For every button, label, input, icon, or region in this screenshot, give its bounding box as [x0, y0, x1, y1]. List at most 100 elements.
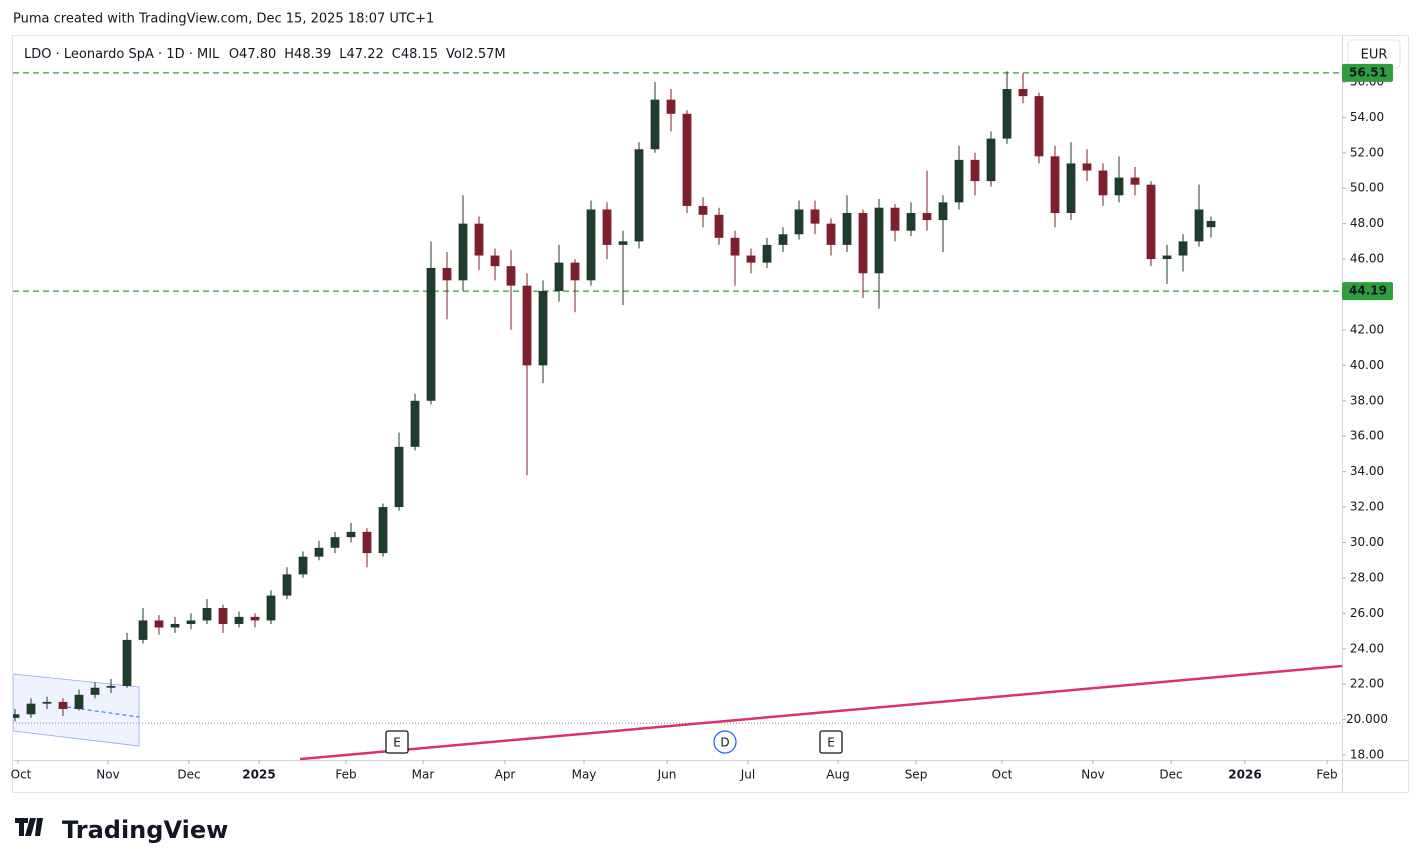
ohlc-value: 48.15 — [401, 47, 438, 62]
candle-body — [490, 255, 500, 267]
candle-body — [906, 213, 916, 231]
candle-body — [858, 213, 868, 274]
symbol: LDO · Leonardo SpA · 1D · MIL — [24, 47, 220, 62]
candle-body — [90, 687, 100, 695]
candle-body — [762, 244, 772, 263]
candle-body — [826, 223, 836, 245]
x-tick-label: Sep — [905, 768, 928, 782]
event-marker — [819, 730, 843, 754]
x-tick-label: 2025 — [242, 768, 275, 782]
y-tick-label: 50.00 — [1350, 181, 1384, 195]
candle-body — [13, 714, 20, 718]
candle-body — [186, 620, 196, 624]
candle-body — [282, 574, 292, 596]
candle-body — [1114, 177, 1124, 196]
candle-body — [42, 701, 52, 704]
candle-body — [698, 205, 708, 215]
candle-body — [1162, 255, 1172, 260]
candle-body — [1002, 89, 1012, 139]
frame — [12, 35, 1409, 793]
candle-body — [602, 209, 612, 245]
ohlc-value: 48.39 — [294, 47, 331, 62]
candle-body — [650, 99, 660, 150]
candle-body — [634, 149, 644, 242]
x-tick-label: Oct — [992, 768, 1013, 782]
y-tick-label: 28.00 — [1350, 570, 1384, 584]
candle-body — [314, 547, 324, 557]
candle-body — [506, 266, 516, 286]
candle-body — [426, 267, 436, 401]
x-tick-label: Dec — [177, 768, 200, 782]
candle-body — [458, 223, 468, 281]
y-tick-label: 32.00 — [1350, 500, 1384, 514]
candle-body — [922, 213, 932, 221]
candle-body — [538, 290, 548, 366]
brand: TradingView — [62, 816, 228, 844]
candle-body — [298, 556, 308, 575]
candle-body — [938, 202, 948, 221]
y-tick-label: 26.00 — [1350, 606, 1384, 620]
candle-body — [154, 620, 164, 628]
x-tick-label: Aug — [826, 768, 849, 782]
ohlc-value: 47.22 — [347, 47, 384, 62]
channel-drawing — [13, 673, 140, 747]
y-tick-label: 30.00 — [1350, 535, 1384, 549]
candle-body — [202, 608, 212, 621]
candle-body — [714, 214, 724, 238]
candle-body — [410, 400, 420, 447]
candle-body — [234, 616, 244, 624]
price-label: 44.19 — [1349, 284, 1387, 298]
y-tick-label: 36.00 — [1350, 429, 1384, 443]
price-label-box — [1342, 63, 1393, 82]
ohlc-key: O — [229, 47, 239, 62]
candle-body — [218, 608, 228, 624]
y-tick-label: 54.00 — [1350, 110, 1384, 124]
candle-body — [874, 207, 884, 274]
candle-body — [618, 241, 628, 245]
candle-body — [1146, 184, 1156, 260]
y-tick-label: 24.00 — [1350, 641, 1384, 655]
candle-body — [970, 159, 980, 182]
plot-area — [13, 71, 1342, 760]
candle-body — [1034, 96, 1044, 157]
x-tick-label: May — [572, 768, 597, 782]
candle-body — [890, 207, 900, 231]
symbol-legend: LDO · Leonardo SpA · 1D · MIL O47.80 H48.3… — [24, 47, 506, 62]
candle-body — [1018, 89, 1028, 97]
x-tick-label: Dec — [1159, 768, 1182, 782]
candle-body — [106, 685, 116, 688]
ohlc-key: C — [392, 47, 401, 62]
candle-body — [842, 213, 852, 245]
candle-body — [730, 237, 740, 256]
y-tick-label: 20.000 — [1346, 712, 1388, 726]
y-tick-label: 40.00 — [1350, 358, 1384, 372]
x-tick-label: Feb — [335, 768, 356, 782]
y-tick-label: 42.00 — [1350, 322, 1384, 336]
event-label: D — [720, 736, 729, 750]
y-tick-label: 52.00 — [1350, 145, 1384, 159]
x-tick-label: Oct — [11, 768, 32, 782]
candle-body — [1178, 241, 1188, 256]
candle-body — [1050, 156, 1060, 214]
candle-body — [682, 113, 692, 206]
candle-body — [1082, 163, 1092, 171]
candle-body — [266, 595, 276, 621]
candle-body — [810, 209, 820, 224]
candle-body — [522, 285, 532, 366]
candle-body — [346, 531, 356, 538]
x-tick-label: Nov — [96, 768, 119, 782]
candle-body — [1206, 220, 1216, 228]
candle-body — [1066, 163, 1076, 214]
candle-body — [122, 639, 132, 686]
y-tick-label: 34.00 — [1350, 464, 1384, 478]
x-tick-label: Apr — [495, 768, 516, 782]
candle-body — [954, 159, 964, 203]
channel-median — [59, 705, 140, 718]
event-label: E — [393, 736, 401, 750]
currency[interactable]: EUR — [1361, 48, 1388, 63]
candle-body — [26, 703, 36, 715]
x-tick-label: Jun — [657, 768, 677, 782]
candle-body — [250, 616, 260, 621]
candle-body — [1194, 209, 1204, 242]
